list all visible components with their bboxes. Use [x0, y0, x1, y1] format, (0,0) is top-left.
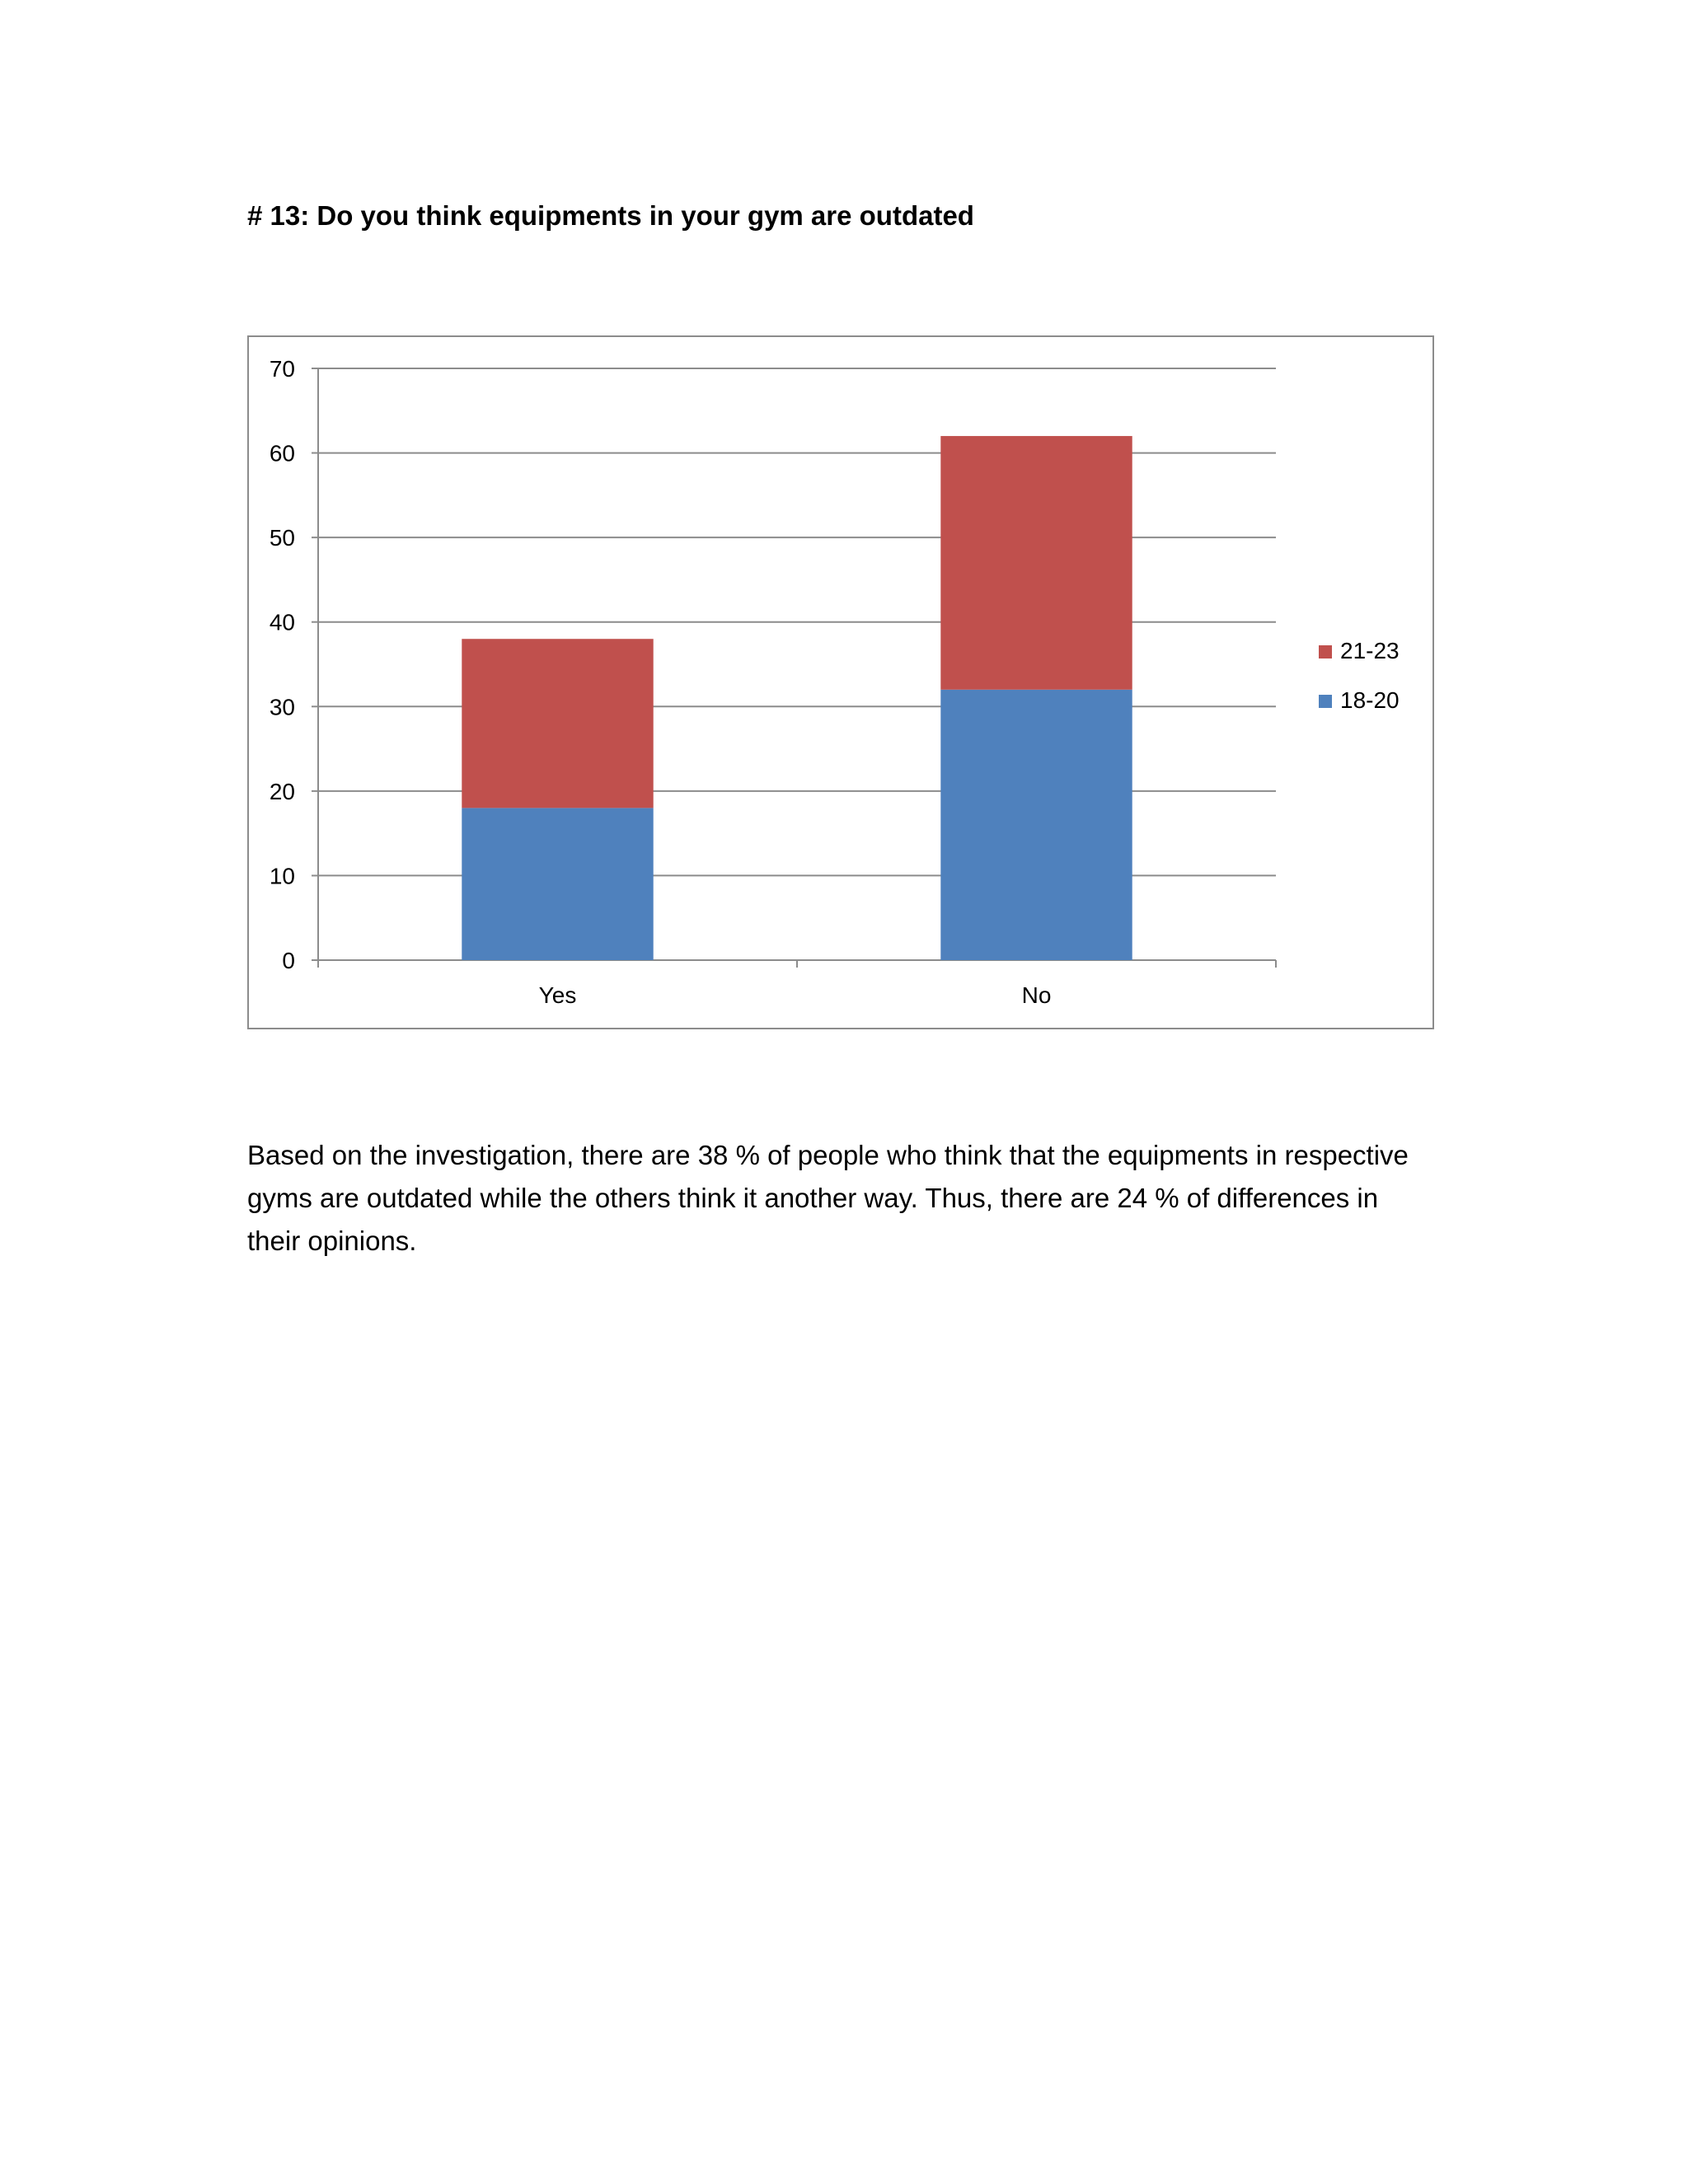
legend-label: 21-23 [1340, 638, 1400, 663]
legend-label: 18-20 [1340, 687, 1400, 713]
y-tick-label: 10 [270, 863, 295, 888]
y-tick-label: 60 [270, 441, 295, 466]
x-category-label: Yes [539, 982, 577, 1008]
analysis-paragraph: Based on the investigation, there are 38… [247, 1140, 1409, 1256]
stacked-bar-chart: 0 10 20 30 40 50 60 70 Yes No 21-23 18-20 [247, 335, 1434, 1029]
y-tick-label: 30 [270, 694, 295, 719]
y-tick-label: 70 [270, 356, 295, 382]
legend-swatch [1319, 645, 1332, 658]
legend-swatch [1319, 695, 1332, 708]
bar-yes-18-20 [462, 808, 654, 960]
bar-no-18-20 [940, 689, 1132, 960]
bar-no-21-23 [940, 436, 1132, 690]
chart-canvas: 0 10 20 30 40 50 60 70 Yes No 21-23 18-20 [270, 356, 1400, 1008]
y-tick-label: 50 [270, 525, 295, 551]
y-tick-label: 40 [270, 610, 295, 635]
page-heading: # 13: Do you think equipments in your gy… [247, 200, 974, 231]
x-category-label: No [1022, 982, 1052, 1008]
y-tick-label: 20 [270, 779, 295, 804]
bar-yes-21-23 [462, 639, 654, 808]
y-tick-label: 0 [282, 948, 295, 973]
